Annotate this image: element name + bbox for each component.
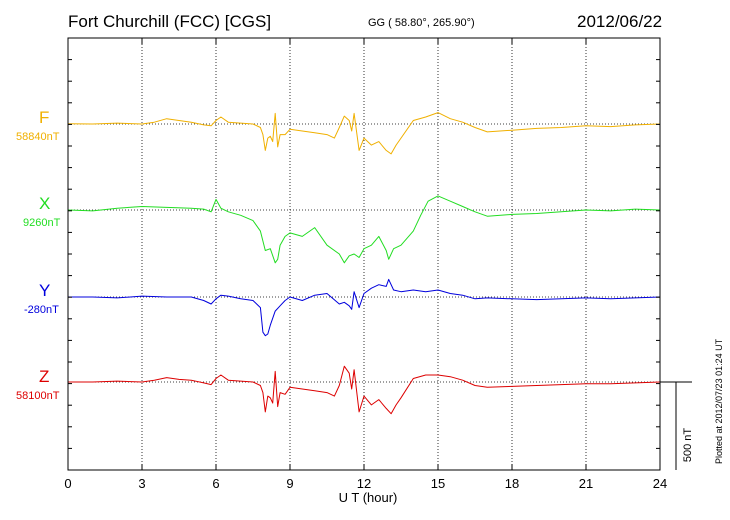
station-title: Fort Churchill (FCC) [CGS] [68,12,272,31]
component-letter-x: X [39,194,51,213]
x-tick-label-24: 24 [653,476,667,491]
coordinates-label: GG ( 58.80°, 265.90°) [368,17,475,29]
series-line-x [67,195,661,264]
x-tick-label-0: 0 [64,476,71,491]
baseline-label-x: 9260nT [23,217,61,229]
baseline-lines [68,123,660,383]
baseline-label-y: -280nT [24,304,59,316]
x-tick-label-9: 9 [286,476,293,491]
component-letter-y: Y [39,281,51,300]
x-tick-label-6: 6 [212,476,219,491]
x-tick-label-21: 21 [579,476,593,491]
x-tick-label-3: 3 [138,476,145,491]
baseline-label-f: 58840nT [16,131,60,143]
baseline-label-z: 58100nT [16,390,60,402]
scale-bar: 500 nT [660,381,694,470]
series-line-z [68,365,661,415]
grid-lines [141,38,587,470]
date-label: 2012/06/22 [577,12,663,31]
series-line-f [67,112,661,155]
component-letter-f: F [39,108,50,127]
scale-bar-label: 500 nT [682,428,694,463]
series-line-y [68,278,661,337]
x-tick-label-15: 15 [431,476,445,491]
trace-lines [67,112,661,415]
component-letter-z: Z [39,367,50,386]
x-tick-label-12: 12 [357,476,371,491]
x-axis-label: U T (hour) [339,490,398,505]
x-tick-label-18: 18 [505,476,519,491]
x-ticks: 0 3 6 9 12 15 18 21 24 [64,37,667,491]
plotted-timestamp: Plotted at 2012/07/23 01:24 UT [714,338,724,464]
